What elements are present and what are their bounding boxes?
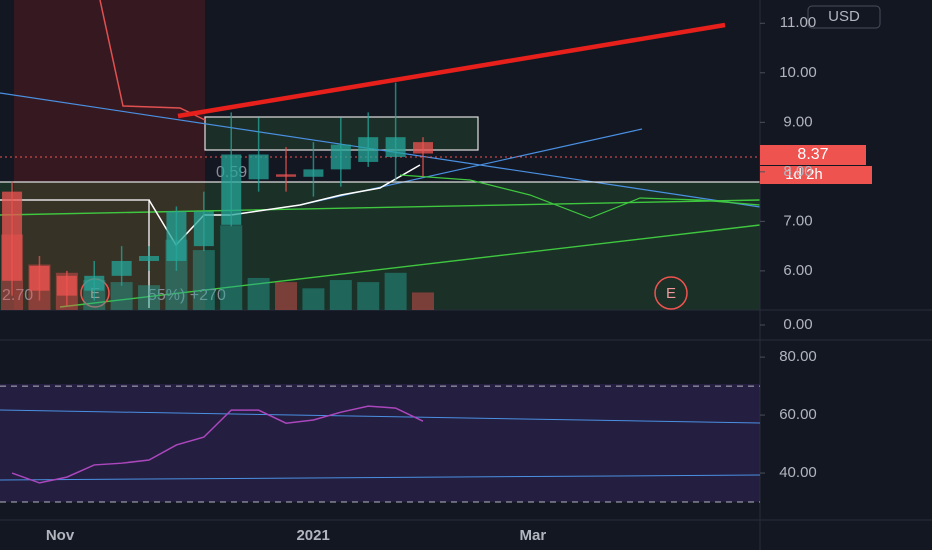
- y-tick-label: 40.00: [779, 464, 817, 481]
- currency[interactable]: USD: [828, 8, 860, 25]
- volume-bar: [357, 282, 380, 310]
- candle-body: [358, 137, 379, 162]
- trendline: [59, 224, 761, 308]
- volume-bar: [329, 280, 352, 310]
- last-price: 8.37: [797, 146, 828, 163]
- currency-box[interactable]: [807, 5, 881, 29]
- y-tick-label: 10.00: [779, 64, 817, 81]
- rsi-trendline: [0, 474, 761, 481]
- candle-body: [193, 211, 214, 247]
- x-tick-label: 2021: [296, 527, 329, 544]
- event-marker[interactable]: [654, 276, 688, 310]
- overlay-text: 55%) +270: [148, 287, 226, 304]
- volume-bar: [302, 288, 325, 310]
- y-tick-label: 60.00: [779, 406, 817, 423]
- candle-body: [276, 174, 297, 177]
- countdown-box: [760, 166, 872, 184]
- candle-body: [56, 275, 77, 296]
- candle-body: [221, 154, 242, 225]
- y-tick-label: 8.00: [783, 163, 812, 180]
- candle-body: [29, 265, 50, 291]
- y-tick-label: 9.00: [783, 113, 812, 130]
- volume-bar: [247, 277, 270, 310]
- price-label-box: [760, 145, 866, 165]
- rsi-trendline: [0, 409, 761, 424]
- candle-body: [248, 154, 269, 180]
- volume-bar: [412, 292, 435, 310]
- trendline: [0, 199, 761, 216]
- x-tick-label: Mar: [520, 527, 547, 544]
- event-label[interactable]: E: [666, 285, 676, 302]
- volume-bar: [138, 285, 161, 310]
- candle-body: [413, 142, 434, 154]
- candle-body: [303, 169, 324, 177]
- candle-body: [2, 191, 23, 281]
- volume-bar: [220, 225, 243, 310]
- countdown: 1d 2h: [785, 166, 823, 183]
- volume-bar: [275, 282, 298, 310]
- rsi-line: [11, 405, 424, 484]
- volume-bar: [110, 282, 133, 310]
- candle-body: [139, 256, 160, 261]
- y-tick-label: 11.00: [780, 14, 816, 31]
- event-label[interactable]: E: [90, 285, 100, 302]
- shade-green: [0, 182, 760, 310]
- y-tick-label: 7.00: [783, 212, 812, 229]
- drawn-trendline: [177, 22, 726, 119]
- candle-body: [330, 144, 351, 170]
- candle-body: [84, 275, 105, 291]
- y-tick-label: 0.00: [783, 316, 812, 333]
- rsi-band: [0, 384, 760, 502]
- trendline: [0, 92, 761, 208]
- candle-body: [111, 260, 132, 276]
- volume-bar: [192, 250, 215, 310]
- y-tick-label: 6.00: [783, 262, 812, 279]
- candle-body: [166, 211, 187, 261]
- candle-body: [385, 137, 406, 157]
- x-tick-label: Nov: [46, 527, 75, 544]
- ma-line: [399, 174, 761, 219]
- y-tick-label: 80.00: [779, 348, 817, 365]
- overlay-text: 2.70: [2, 287, 33, 304]
- volume-bar: [384, 272, 407, 310]
